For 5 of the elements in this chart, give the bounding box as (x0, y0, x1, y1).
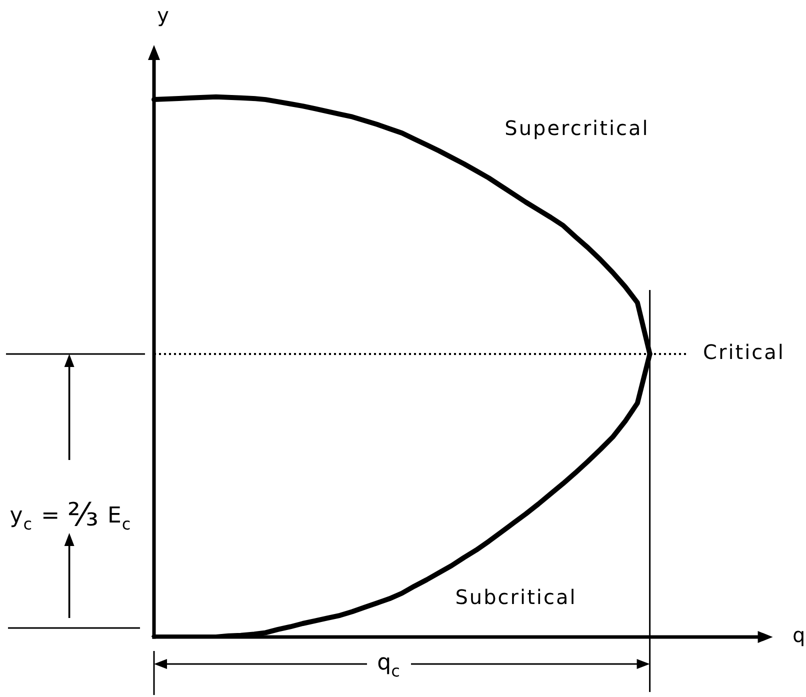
annotation: Subcritical (455, 585, 577, 610)
y-axis-title: y (157, 3, 170, 28)
annotation: Supercritical (504, 116, 650, 140)
series-label: Critical (703, 340, 785, 364)
x-axis-title: q (792, 623, 806, 648)
